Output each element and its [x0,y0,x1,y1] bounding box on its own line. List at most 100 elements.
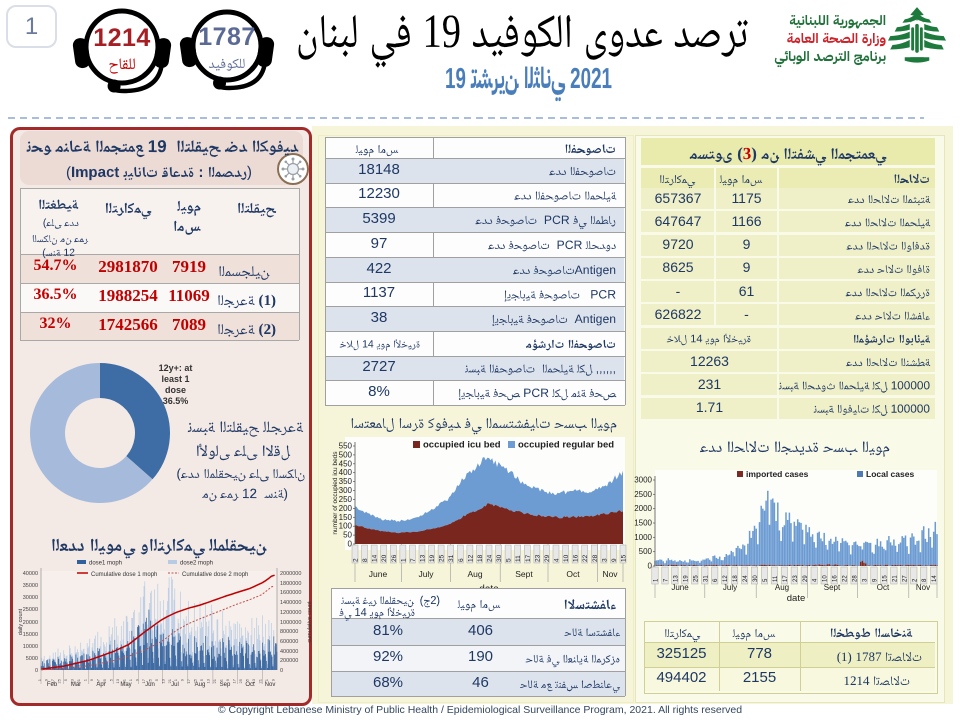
svg-text:21: 21 [258,678,263,683]
svg-text:1500: 1500 [634,519,652,528]
svg-text:9: 9 [873,578,879,582]
svg-text:0: 0 [348,540,353,549]
svg-text:Mar: Mar [71,682,81,688]
svg-text:17: 17 [95,678,100,683]
svg-text:5000: 5000 [26,656,38,662]
svg-text:9: 9 [134,678,139,681]
svg-text:8: 8 [922,578,928,582]
svg-text:2: 2 [353,558,360,562]
svg-text:22: 22 [582,554,589,562]
svg-text:Cumulative dose 1 moph: Cumulative dose 1 moph [91,572,157,578]
svg-text:Sept: Sept [824,583,841,592]
svg-text:1: 1 [173,678,178,681]
svg-text:dose2 moph: dose2 moph [180,561,213,567]
svg-text:7: 7 [410,558,417,562]
svg-text:0: 0 [280,668,283,674]
svg-text:1: 1 [654,578,660,582]
svg-text:21: 21 [892,575,898,582]
svg-text:25: 25 [238,678,243,683]
svg-text:21: 21 [212,678,217,683]
svg-text:July: July [723,583,737,592]
svg-text:500: 500 [639,547,653,556]
svg-text:5: 5 [199,678,204,681]
svg-text:250: 250 [339,495,353,504]
svg-text:10: 10 [823,575,829,582]
svg-text:daily count: daily count [18,608,24,635]
svg-text:30: 30 [496,554,503,562]
svg-text:cumulative count: cumulative count [307,601,313,643]
svg-text:400: 400 [339,468,353,477]
svg-text:Aug: Aug [195,682,206,688]
svg-text:Oct: Oct [566,569,580,579]
svg-text:5: 5 [763,578,769,582]
svg-text:Sep: Sep [220,682,231,688]
svg-text:13: 13 [206,678,211,683]
svg-text:Aug: Aug [467,569,482,579]
svg-text:16: 16 [833,575,839,582]
svg-text:5: 5 [63,678,68,681]
svg-text:23: 23 [793,575,799,582]
svg-text:1000: 1000 [634,533,652,542]
svg-text:17: 17 [232,678,237,683]
svg-text:Jul: Jul [171,682,179,688]
svg-text:20: 20 [381,554,388,562]
svg-text:21: 21 [121,678,126,683]
svg-text:800000: 800000 [280,629,298,635]
svg-text:600000: 600000 [280,639,298,645]
svg-text:17: 17 [783,575,789,582]
svg-text:date: date [787,593,806,604]
svg-text:17: 17 [186,678,191,683]
svg-text:15000: 15000 [23,632,38,638]
svg-text:Nov: Nov [916,583,930,592]
svg-text:11: 11 [773,575,779,582]
svg-text:24: 24 [743,575,749,582]
svg-text:31: 31 [448,554,455,562]
svg-text:23: 23 [534,554,541,562]
svg-text:21: 21 [167,678,172,683]
svg-text:28: 28 [592,554,599,562]
svg-text:40000: 40000 [23,571,38,577]
svg-text:10: 10 [563,554,570,562]
svg-text:350: 350 [339,477,353,486]
svg-text:1400000: 1400000 [280,600,301,606]
svg-text:Nov: Nov [602,569,618,579]
svg-text:25: 25 [102,678,107,683]
svg-text:100: 100 [339,522,353,531]
svg-text:May: May [120,682,131,688]
svg-text:13: 13 [251,678,256,683]
svg-text:Apr: Apr [96,682,105,688]
svg-text:400000: 400000 [280,649,298,655]
svg-text:10000: 10000 [23,644,38,650]
svg-text:27: 27 [902,575,908,582]
svg-text:13: 13 [160,678,165,683]
svg-text:0: 0 [35,668,38,674]
svg-text:Nov: Nov [265,682,276,688]
svg-text:25: 25 [693,575,699,582]
svg-text:1: 1 [128,678,133,681]
svg-text:29: 29 [803,575,809,582]
svg-text:11: 11 [515,555,522,562]
svg-text:19: 19 [683,575,689,582]
svg-text:30: 30 [753,575,759,582]
svg-text:3: 3 [863,578,869,582]
svg-text:5: 5 [108,678,113,681]
svg-text:8: 8 [362,558,369,562]
svg-text:9: 9 [89,678,94,681]
svg-text:1: 1 [400,558,407,562]
svg-text:Sept: Sept [515,569,533,579]
svg-text:150: 150 [339,513,353,522]
svg-text:24: 24 [487,554,494,562]
svg-text:13: 13 [69,678,74,683]
svg-text:9: 9 [225,678,230,681]
svg-text:Feb: Feb [47,682,58,688]
svg-text:550: 550 [339,442,353,451]
svg-text:25: 25 [439,554,446,562]
svg-text:14: 14 [372,554,379,562]
svg-text:6: 6 [458,558,465,562]
svg-text:3: 3 [601,558,608,562]
svg-text:7: 7 [664,578,670,582]
svg-text:9: 9 [611,558,618,562]
svg-text:25: 25 [147,678,152,683]
svg-text:5: 5 [154,678,159,681]
svg-text:15: 15 [882,575,888,582]
